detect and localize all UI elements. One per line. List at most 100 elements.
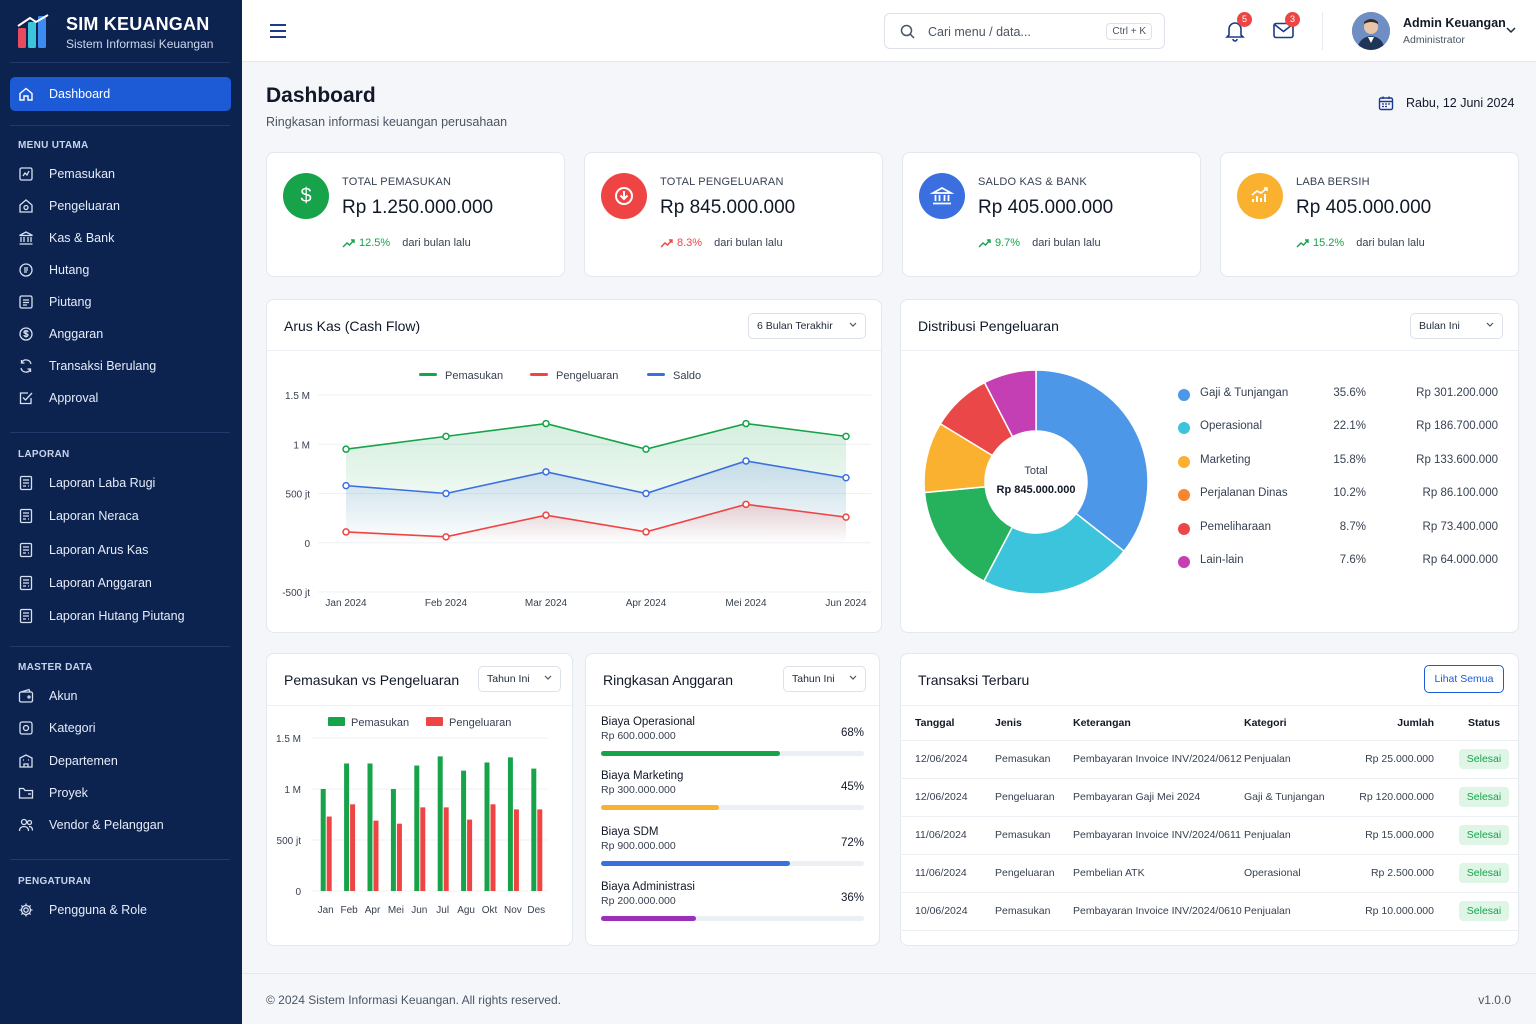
legend-label: Lain-lain bbox=[1200, 554, 1244, 566]
view-all-button[interactable]: Lihat Semua bbox=[1424, 665, 1504, 693]
search-input[interactable]: Cari menu / data... Ctrl + K bbox=[884, 13, 1165, 49]
column-header[interactable]: Jenis bbox=[995, 706, 1073, 741]
sidebar-item-kas-bank[interactable]: Kas & Bank bbox=[18, 226, 228, 250]
hamburger-menu-icon[interactable] bbox=[269, 23, 287, 39]
avatar[interactable] bbox=[1352, 12, 1390, 50]
bar-pengeluaran[interactable] bbox=[373, 820, 379, 891]
sidebar-item-pengeluaran[interactable]: Pengeluaran bbox=[18, 194, 228, 218]
sidebar-item-proyek[interactable]: Proyek bbox=[18, 781, 228, 805]
data-point[interactable] bbox=[442, 489, 450, 498]
data-point[interactable] bbox=[842, 513, 850, 521]
distribution-legend-row[interactable]: Marketing 15.8% Rp 133.600.000 bbox=[1178, 453, 1498, 469]
donut-slice-operasional[interactable] bbox=[982, 512, 1126, 595]
data-point[interactable] bbox=[842, 432, 850, 441]
sidebar-item-transaksi-berulang[interactable]: Transaksi Berulang bbox=[18, 354, 228, 378]
bar-pemasukan[interactable] bbox=[390, 789, 396, 891]
data-point[interactable] bbox=[742, 500, 750, 509]
distribution-legend-row[interactable]: Pemeliharaan 8.7% Rp 73.400.000 bbox=[1178, 520, 1498, 536]
distribution-period-select[interactable]: Bulan Ini bbox=[1410, 313, 1503, 339]
cashflow-period-select[interactable]: 6 Bulan Terakhir bbox=[748, 313, 866, 339]
bar-pemasukan[interactable] bbox=[531, 768, 537, 891]
table-row[interactable]: 12/06/2024 Pengeluaran Pembayaran Gaji Mei… bbox=[900, 778, 1518, 817]
sidebar-item-laporan-hutang-piutang[interactable]: Laporan Hutang Piutang bbox=[18, 604, 228, 628]
data-point[interactable] bbox=[642, 445, 650, 453]
sidebar-item-piutang[interactable]: Piutang bbox=[18, 290, 228, 314]
sidebar-item-akun[interactable]: Akun bbox=[18, 684, 228, 708]
sidebar-item-laporan-neraca[interactable]: Laporan Neraca bbox=[18, 504, 228, 528]
budget-period-select[interactable]: Tahun Ini bbox=[783, 666, 866, 692]
bar-pengeluaran[interactable] bbox=[350, 804, 356, 891]
data-point[interactable] bbox=[542, 511, 550, 519]
data-point[interactable] bbox=[342, 528, 350, 536]
sidebar-item-pengguna-role[interactable]: Pengguna & Role bbox=[18, 898, 228, 922]
table-row[interactable]: 10/06/2024 Pemasukan Pembayaran Invoice IN… bbox=[900, 892, 1518, 931]
sidebar-item-dashboard[interactable] bbox=[10, 77, 231, 111]
bar-pemasukan[interactable] bbox=[484, 762, 490, 891]
users-icon bbox=[18, 819, 34, 832]
data-point[interactable] bbox=[342, 481, 350, 490]
column-header[interactable]: Status bbox=[1454, 706, 1518, 741]
data-point[interactable] bbox=[542, 419, 550, 428]
sidebar-item-pemasukan[interactable]: Pemasukan bbox=[18, 162, 228, 186]
kpi-label: LABA BERSIH bbox=[1296, 176, 1370, 188]
table-row[interactable]: 11/06/2024 Pengeluaran Pembelian ATK Operas… bbox=[900, 854, 1518, 893]
bar-pemasukan[interactable] bbox=[414, 765, 420, 891]
table-row[interactable]: 11/06/2024 Pemasukan Pembayaran Invoice IN… bbox=[900, 816, 1518, 855]
bar-pengeluaran[interactable] bbox=[396, 823, 402, 891]
distribution-legend-row[interactable]: Lain-lain 7.6% Rp 64.000.000 bbox=[1178, 553, 1498, 569]
sidebar-item-anggaran[interactable]: Anggaran bbox=[18, 322, 228, 346]
distribution-legend-row[interactable]: Perjalanan Dinas 10.2% Rp 86.100.000 bbox=[1178, 486, 1498, 502]
sidebar-item-approval[interactable]: Approval bbox=[18, 386, 228, 410]
chevron-down-icon[interactable] bbox=[1506, 27, 1516, 34]
bar-pengeluaran[interactable] bbox=[420, 807, 426, 891]
distribution-legend-row[interactable]: Gaji & Tunjangan 35.6% Rp 301.200.000 bbox=[1178, 386, 1498, 402]
sidebar-item-kategori[interactable]: Kategori bbox=[18, 716, 228, 740]
bar-pemasukan[interactable] bbox=[461, 770, 467, 891]
bar-pengeluaran[interactable] bbox=[326, 816, 332, 891]
column-header[interactable]: Keterangan bbox=[1073, 706, 1244, 741]
data-point[interactable] bbox=[442, 432, 450, 441]
bar-pengeluaran[interactable] bbox=[467, 819, 473, 891]
donut-slice-lain-lain[interactable] bbox=[983, 369, 1037, 438]
user-name[interactable]: Admin Keuangan bbox=[1403, 16, 1506, 30]
column-header[interactable]: Kategori bbox=[1244, 706, 1344, 741]
distribution-legend-row[interactable]: Operasional 22.1% Rp 186.700.000 bbox=[1178, 419, 1498, 435]
column-header[interactable]: Tanggal bbox=[900, 706, 995, 741]
svg-text:$: $ bbox=[300, 185, 311, 207]
bar-pemasukan[interactable] bbox=[320, 789, 326, 891]
sidebar-item-dashboard-label[interactable]: Dashboard bbox=[18, 82, 228, 106]
sidebar-item-label: Hutang bbox=[49, 263, 90, 277]
bar-pengeluaran[interactable] bbox=[537, 809, 543, 891]
data-point[interactable] bbox=[742, 457, 750, 465]
chevron-down-icon bbox=[849, 322, 857, 327]
sidebar-item-vendor-pelanggan[interactable]: Vendor & Pelanggan bbox=[18, 813, 228, 837]
mail-icon[interactable] bbox=[1273, 22, 1294, 39]
series-line-pengeluaran bbox=[345, 503, 847, 538]
legend-amount: Rp 86.100.000 bbox=[1422, 487, 1498, 500]
data-point[interactable] bbox=[542, 468, 550, 476]
sidebar-item-laporan-anggaran[interactable]: Laporan Anggaran bbox=[18, 571, 228, 595]
data-point[interactable] bbox=[742, 419, 750, 428]
bar-pemasukan[interactable] bbox=[367, 763, 373, 892]
bar-pengeluaran[interactable] bbox=[490, 804, 496, 891]
legend-swatch bbox=[530, 373, 548, 376]
bar-pemasukan[interactable] bbox=[344, 763, 350, 892]
column-header[interactable]: Jumlah bbox=[1344, 706, 1454, 741]
sidebar-item-laporan-laba-rugi[interactable]: Laporan Laba Rugi bbox=[18, 471, 228, 495]
data-point[interactable] bbox=[642, 489, 650, 498]
sidebar-item-laporan-arus-kas[interactable]: Laporan Arus Kas bbox=[18, 538, 228, 562]
table-row[interactable]: 12/06/2024 Pemasukan Pembayaran Invoice IN… bbox=[900, 740, 1518, 779]
sidebar-item-hutang[interactable]: Hutang bbox=[18, 258, 228, 282]
bar-pengeluaran[interactable] bbox=[443, 807, 449, 891]
data-point[interactable] bbox=[842, 473, 850, 482]
bar-pemasukan[interactable] bbox=[437, 756, 443, 891]
bar-pemasukan[interactable] bbox=[507, 757, 513, 891]
donut-hole bbox=[985, 431, 1087, 533]
data-point[interactable] bbox=[642, 528, 650, 536]
sidebar-item-departemen[interactable]: Departemen bbox=[18, 749, 228, 773]
data-point[interactable] bbox=[342, 445, 350, 453]
data-point[interactable] bbox=[442, 533, 450, 541]
income-vs-expense-period-select[interactable]: Tahun Ini bbox=[478, 666, 561, 692]
bar-pengeluaran[interactable] bbox=[513, 809, 519, 891]
budget-amount: Rp 600.000.000 bbox=[601, 730, 676, 742]
